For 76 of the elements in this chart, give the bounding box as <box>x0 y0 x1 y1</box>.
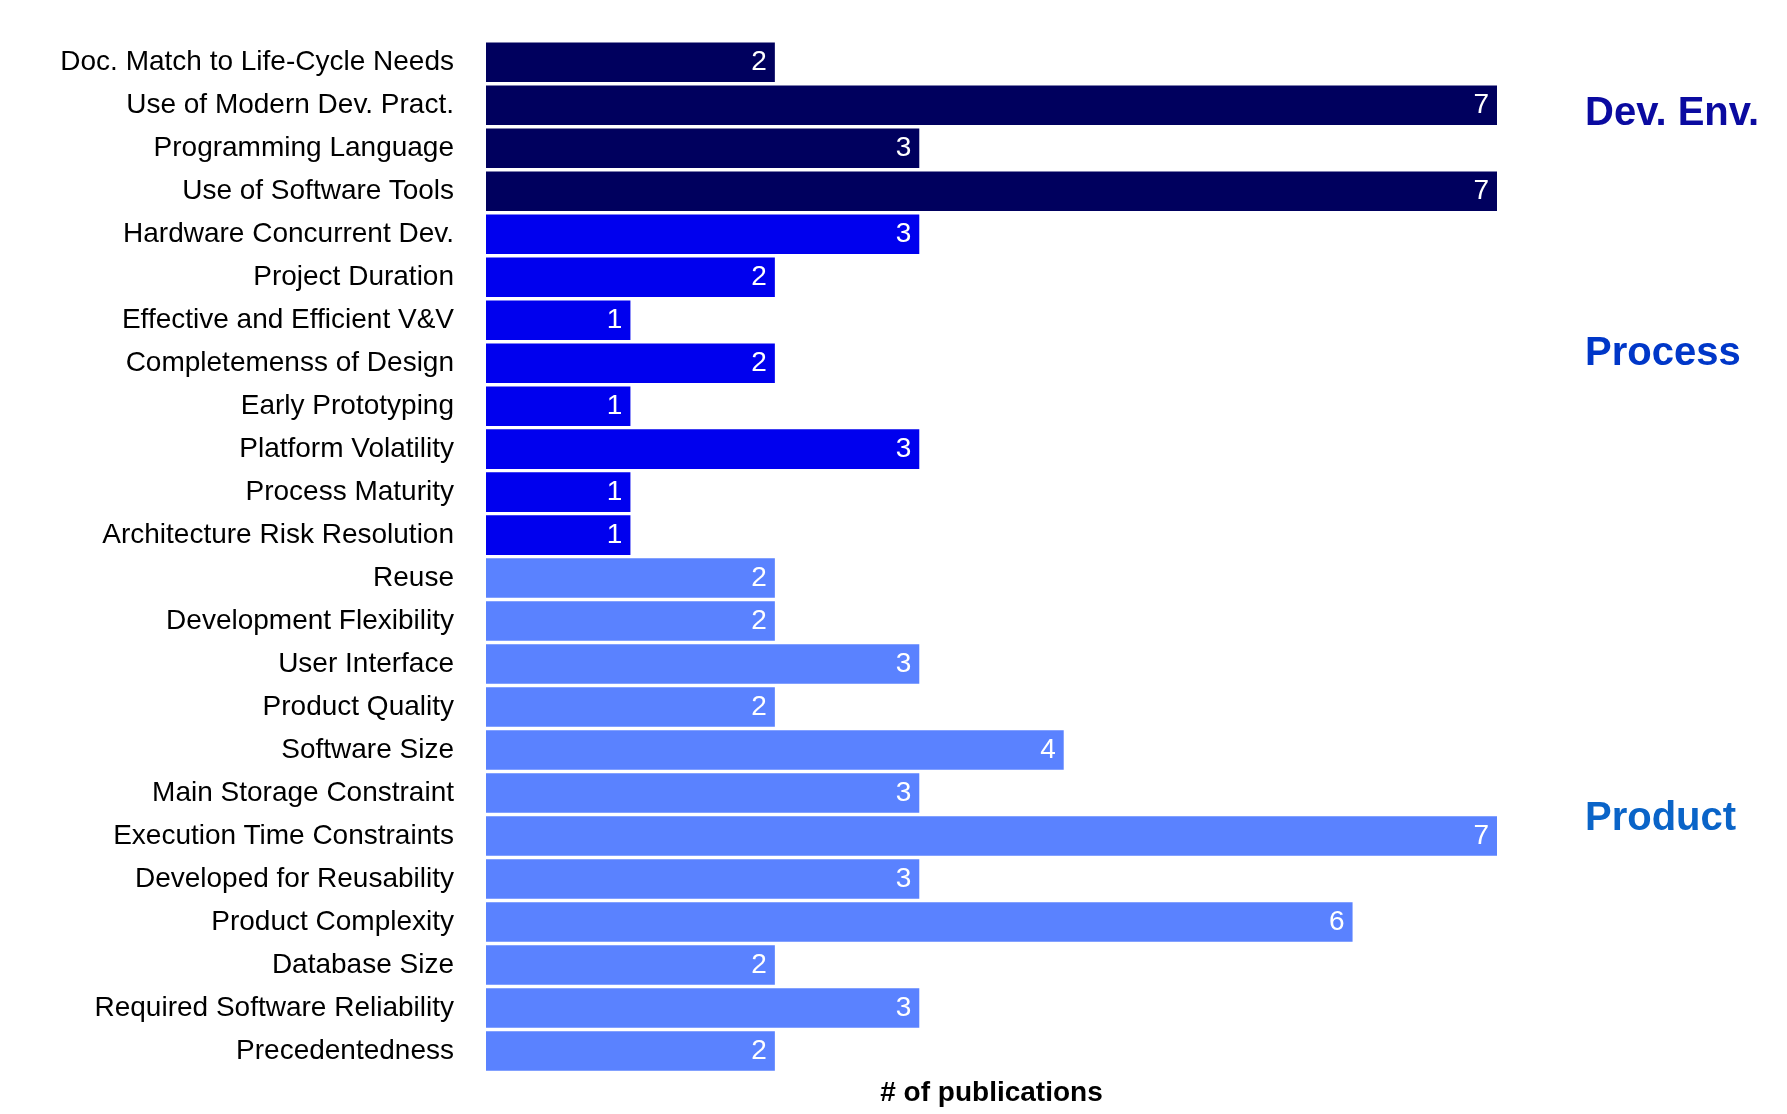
y-tick-label: Project Duration <box>253 259 454 291</box>
y-tick-label: Completemenss of Design <box>125 345 454 377</box>
bar <box>486 687 775 727</box>
bar <box>486 1031 775 1071</box>
y-tick-label: Software Size <box>281 732 454 764</box>
data-label: 3 <box>895 130 912 162</box>
text: Process <box>1585 329 1741 374</box>
y-tick-label: Use of Modern Dev. Pract. <box>126 87 454 119</box>
data-label: 3 <box>895 775 912 807</box>
data-label: 1 <box>606 474 623 506</box>
data-label: 2 <box>751 560 767 592</box>
y-tick-label: Doc. Match to Life-Cycle Needs <box>60 45 454 77</box>
data-label: 7 <box>1473 87 1489 119</box>
data-label: 4 <box>1040 732 1056 764</box>
data-label: 6 <box>1328 904 1345 936</box>
y-tick-label: Effective and Efficient V&V <box>121 302 455 334</box>
y-tick-label: Platform Volatility <box>239 431 454 463</box>
x-axis-title: # of publications <box>880 1075 1103 1107</box>
text: Dev. Env. <box>1585 88 1760 133</box>
bar <box>486 386 631 426</box>
bar <box>486 816 1497 856</box>
bar <box>486 945 775 985</box>
y-tick-label: User Interface <box>278 646 454 678</box>
data-label: 3 <box>895 646 912 678</box>
bar <box>486 730 1064 770</box>
bar <box>486 988 920 1028</box>
bar <box>486 300 631 340</box>
data-label: 3 <box>895 431 912 463</box>
data-label: 7 <box>1473 818 1489 850</box>
data-label: 1 <box>606 388 623 420</box>
bar <box>486 257 775 297</box>
data-label: 2 <box>751 947 767 979</box>
bar <box>486 214 920 254</box>
bar <box>486 558 775 598</box>
data-label: 2 <box>751 45 767 77</box>
y-tick-label: Required Software Reliability <box>94 990 454 1022</box>
bar <box>486 128 920 169</box>
data-label: 1 <box>606 517 623 549</box>
bar <box>486 42 775 83</box>
y-tick-label: Early Prototyping <box>240 388 454 420</box>
data-label: 3 <box>895 216 912 248</box>
bar <box>486 171 1497 212</box>
bar <box>486 85 1497 126</box>
text: Product <box>1585 793 1737 838</box>
y-tick-label: Database Size <box>271 947 454 979</box>
y-tick-label: Hardware Concurrent Dev. <box>123 216 454 248</box>
y-tick-label: Precedentedness <box>236 1033 454 1065</box>
bar <box>486 429 920 469</box>
bar <box>486 515 631 555</box>
y-tick-label: Reuse <box>373 560 454 592</box>
data-label: 7 <box>1473 173 1489 205</box>
y-tick-label: Programming Language <box>153 130 454 162</box>
data-label: 3 <box>895 861 912 893</box>
bar <box>486 644 920 684</box>
y-tick-label: Product Quality <box>262 689 454 721</box>
y-tick-label: Development Flexibility <box>166 603 454 635</box>
y-tick-label: Main Storage Constraint <box>152 775 455 807</box>
data-label: 2 <box>751 603 767 635</box>
data-label: 2 <box>751 259 767 291</box>
bar <box>486 773 920 813</box>
data-label: 1 <box>606 302 623 334</box>
bar <box>486 472 631 512</box>
bar <box>486 902 1353 942</box>
y-tick-label: Execution Time Constraints <box>113 818 454 850</box>
bar <box>486 859 920 899</box>
data-label: 2 <box>751 345 767 377</box>
y-tick-label: Architecture Risk Resolution <box>102 517 454 549</box>
data-label: 2 <box>751 689 767 721</box>
y-tick-label: Process Maturity <box>245 474 454 506</box>
bar <box>486 343 775 383</box>
y-tick-label: Product Complexity <box>211 904 454 936</box>
data-label: 2 <box>751 1033 767 1065</box>
bar <box>486 601 775 641</box>
y-tick-label: Developed for Reusability <box>134 861 454 893</box>
data-label: 3 <box>895 990 912 1022</box>
y-tick-label: Use of Software Tools <box>182 173 454 205</box>
